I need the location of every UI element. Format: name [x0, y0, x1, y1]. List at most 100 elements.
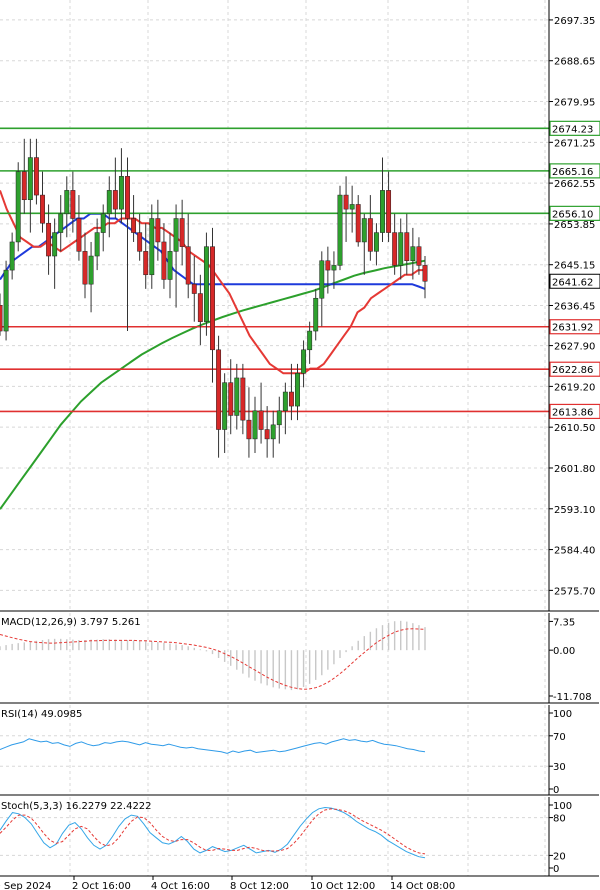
candle-body — [191, 283, 197, 294]
candle-body — [100, 213, 106, 233]
level-tag — [549, 403, 600, 420]
candle-body — [410, 246, 416, 261]
candle-body — [276, 410, 282, 426]
level-tag — [549, 361, 600, 377]
candle-body — [307, 330, 313, 351]
rsi-pane: 100 70 30 0 RSI(14) 49.0985 — [0, 705, 599, 796]
candle-body — [386, 190, 392, 233]
y-tick-label: 2575.70 — [554, 586, 595, 597]
current-price-label: 2641.62 — [552, 277, 593, 288]
candle-body — [349, 204, 355, 210]
level-label: 2674.23 — [552, 124, 593, 135]
level-label: 2613.86 — [552, 407, 593, 418]
macd-label: MACD(12,26,9) 3.797 5.261 — [1, 617, 141, 628]
y-tick-label: 0 — [553, 785, 559, 796]
x-tick-label: 30 Sep 2024 — [0, 881, 51, 890]
y-tick-label: 2636.45 — [554, 302, 595, 313]
candle-body — [392, 232, 398, 266]
candle-body — [398, 232, 404, 266]
candle-body — [228, 382, 234, 416]
candle-body — [21, 171, 27, 201]
candle-body — [319, 260, 325, 299]
candle-body — [343, 194, 349, 210]
y-tick-label: 70 — [553, 732, 566, 743]
candle-body — [52, 232, 58, 257]
level-label: 2622.86 — [552, 365, 593, 376]
level-tag — [549, 205, 600, 221]
y-tick-label: 2671.25 — [554, 138, 595, 149]
y-tick-label: 2610.50 — [554, 423, 595, 434]
candle-body — [216, 349, 222, 430]
candle-body — [46, 222, 52, 257]
y-tick-label: 0.00 — [553, 646, 575, 657]
candle-body — [240, 377, 246, 421]
current-price-tag — [549, 273, 600, 289]
y-tick-label: 2584.40 — [554, 546, 595, 557]
candle-body — [197, 293, 203, 322]
candle-body — [3, 269, 9, 332]
y-tick-label: 2688.65 — [554, 57, 595, 68]
y-tick-label: 2645.15 — [554, 261, 595, 272]
y-tick-label: 2662.55 — [554, 179, 595, 190]
candle-body — [252, 410, 258, 440]
stoch-pane: 100 80 20 0 Stoch(5,3,3) 16.2279 22.4222 — [0, 797, 572, 876]
candle-body — [331, 265, 337, 271]
candle-body — [301, 349, 307, 374]
candle-body — [94, 232, 100, 257]
candle-body — [167, 251, 173, 280]
y-tick-label: 100 — [553, 801, 572, 812]
candle-body — [295, 373, 300, 407]
y-tick-label: 2679.95 — [554, 98, 595, 109]
candle-body — [131, 218, 137, 233]
candle-body — [258, 410, 264, 430]
candle-body — [15, 171, 21, 243]
candle-body — [82, 251, 88, 285]
stoch-d-line — [0, 808, 426, 855]
level-label: 2665.16 — [552, 167, 593, 178]
level-label: 2631.92 — [552, 323, 593, 334]
candle-body — [9, 241, 15, 271]
y-tick-label: 2593.10 — [554, 505, 595, 516]
x-tick-label: 14 Oct 08:00 — [390, 881, 455, 890]
y-tick-label: 30 — [553, 762, 566, 773]
price-pane: 2697.35 2688.65 2679.95 2671.25 2662.55 2653.… — [0, 0, 600, 612]
candle-body — [288, 391, 294, 407]
rsi-line — [0, 738, 426, 754]
level-tag — [549, 120, 600, 136]
candle-body — [33, 157, 39, 196]
candle-body — [118, 176, 124, 210]
candle-body — [270, 424, 276, 440]
candle-body — [264, 429, 270, 440]
macd-pane: 7.35 0.00 -11.708 MACD(12,26,9) 3.797 5.261 — [0, 613, 599, 704]
x-tick-label: 4 Oct 16:00 — [151, 881, 210, 890]
y-tick-label: -11.708 — [553, 692, 592, 703]
candle-body — [337, 194, 343, 266]
candle-body — [222, 382, 228, 430]
stoch-label: Stoch(5,3,3) 16.2279 22.4222 — [1, 801, 152, 812]
y-tick-label: 2653.85 — [554, 220, 595, 231]
x-tick-label: 2 Oct 16:00 — [72, 881, 131, 890]
candle-body — [325, 260, 331, 271]
candle-body — [367, 218, 373, 252]
candle-body — [112, 190, 118, 210]
candle-body — [179, 218, 185, 247]
candle-body — [143, 251, 149, 276]
candle-body — [361, 218, 367, 243]
y-tick-label: 0 — [553, 864, 559, 875]
level-tag — [549, 319, 600, 335]
candle-body — [185, 246, 191, 285]
candle-body — [106, 190, 112, 215]
macd-signal-line — [0, 628, 426, 690]
y-tick-label: 2697.35 — [554, 16, 595, 27]
candle-body — [313, 297, 319, 332]
candle-body — [416, 246, 422, 266]
time-axis: 30 Sep 2024 2 Oct 16:00 4 Oct 16:00 8 Oct 1… — [0, 875, 599, 890]
y-tick-label: 100 — [553, 709, 572, 720]
candle-body — [210, 246, 215, 351]
level-label: 2656.10 — [552, 209, 593, 220]
candle-body — [234, 377, 240, 416]
y-tick-label: 2601.80 — [554, 464, 595, 475]
candle-body — [246, 419, 252, 440]
stoch-k-line — [0, 806, 426, 859]
